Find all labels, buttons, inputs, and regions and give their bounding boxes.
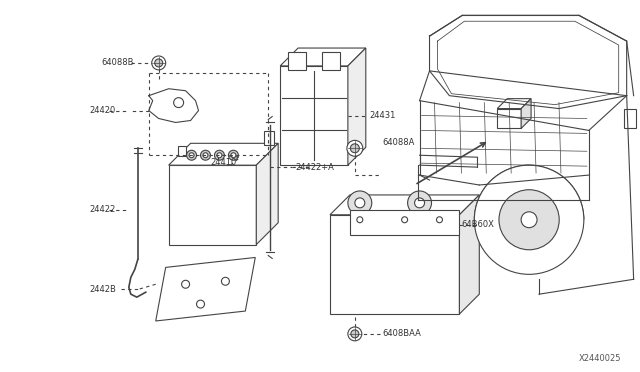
- Text: 2442B: 2442B: [89, 285, 116, 294]
- Polygon shape: [256, 143, 278, 244]
- Bar: [169, 165, 256, 244]
- Text: 6408BAA: 6408BAA: [383, 329, 422, 339]
- Text: 64088B: 64088B: [101, 58, 134, 67]
- Circle shape: [408, 191, 431, 215]
- Circle shape: [228, 150, 238, 160]
- Text: 24422+A: 24422+A: [295, 163, 334, 171]
- Text: 64088A: 64088A: [383, 138, 415, 147]
- Circle shape: [217, 153, 222, 158]
- Circle shape: [415, 198, 424, 208]
- Bar: [350, 210, 460, 235]
- Circle shape: [347, 140, 363, 156]
- Circle shape: [182, 280, 189, 288]
- Bar: [288, 52, 306, 70]
- Polygon shape: [156, 257, 255, 321]
- Circle shape: [348, 327, 362, 341]
- Circle shape: [521, 212, 537, 228]
- Circle shape: [196, 300, 205, 308]
- Circle shape: [152, 56, 166, 70]
- Circle shape: [173, 98, 184, 108]
- Text: 24410: 24410: [211, 158, 237, 167]
- Text: 64B60X: 64B60X: [461, 220, 494, 229]
- Circle shape: [155, 59, 163, 67]
- Polygon shape: [497, 99, 531, 109]
- Circle shape: [474, 165, 584, 274]
- Circle shape: [187, 150, 196, 160]
- Polygon shape: [460, 195, 479, 314]
- Circle shape: [200, 150, 211, 160]
- Bar: [623, 109, 636, 128]
- Circle shape: [436, 217, 442, 223]
- Circle shape: [351, 330, 359, 338]
- Circle shape: [221, 277, 229, 285]
- Circle shape: [357, 217, 363, 223]
- Bar: [497, 109, 521, 128]
- Circle shape: [499, 190, 559, 250]
- Circle shape: [355, 198, 365, 208]
- Circle shape: [189, 153, 194, 158]
- Circle shape: [402, 217, 408, 223]
- Text: X2440025: X2440025: [579, 354, 621, 363]
- Circle shape: [214, 150, 225, 160]
- Circle shape: [348, 191, 372, 215]
- Polygon shape: [521, 99, 531, 128]
- Polygon shape: [169, 143, 278, 165]
- Bar: [264, 131, 274, 145]
- Circle shape: [231, 153, 236, 158]
- Circle shape: [203, 153, 208, 158]
- Text: 24431: 24431: [370, 111, 396, 120]
- Polygon shape: [280, 48, 366, 66]
- Text: 24420: 24420: [89, 106, 115, 115]
- Bar: [178, 146, 186, 156]
- Polygon shape: [348, 48, 366, 165]
- Bar: [280, 66, 348, 165]
- Text: 24422: 24422: [89, 205, 115, 214]
- Bar: [322, 52, 340, 70]
- Circle shape: [350, 144, 359, 153]
- Bar: [330, 215, 460, 314]
- Polygon shape: [330, 195, 479, 215]
